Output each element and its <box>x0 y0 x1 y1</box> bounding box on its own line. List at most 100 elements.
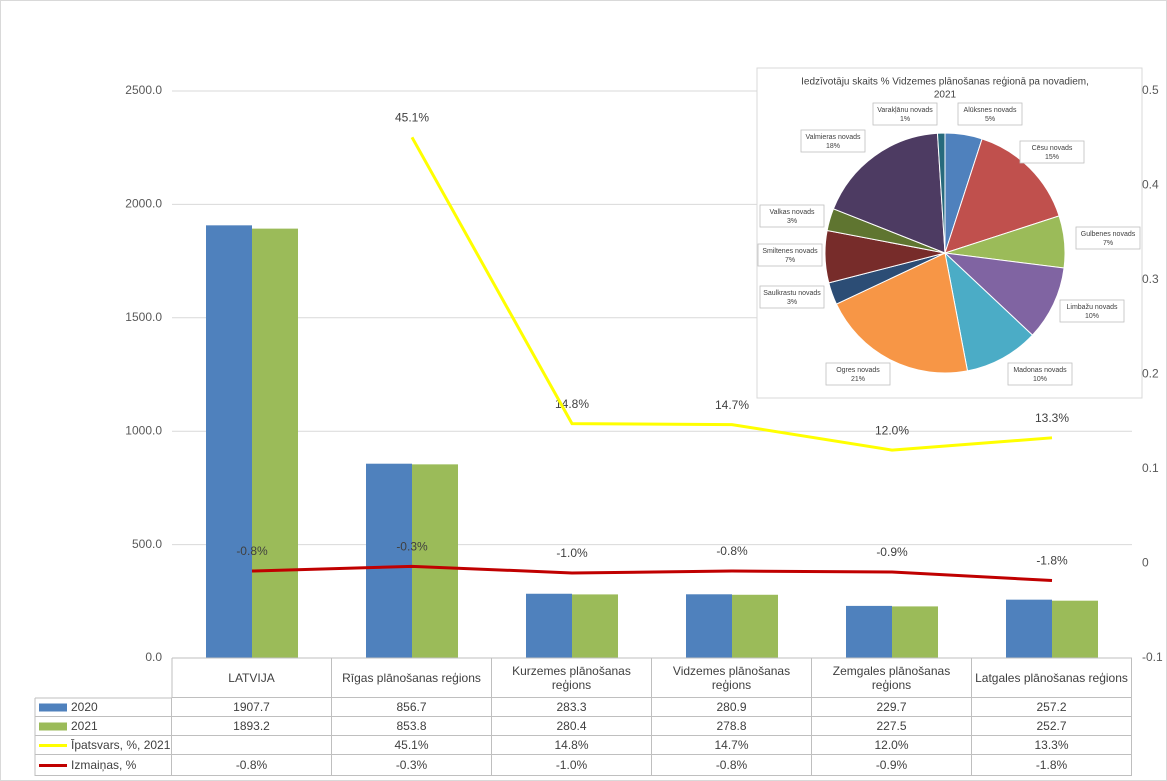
data-label: 14.7% <box>715 398 749 412</box>
pie-value-label: 1% <box>900 116 910 123</box>
line <box>410 136 1053 452</box>
data-label: 45.1% <box>395 110 429 124</box>
pie-label-box <box>1019 140 1085 164</box>
legend-label: Izmaiņas, % <box>35 755 172 776</box>
bar <box>366 463 412 658</box>
table-cell: 45.1% <box>332 736 492 755</box>
data-label: -1.0% <box>556 546 588 560</box>
table-cell: 278.8 <box>652 717 812 736</box>
table-cell: 14.8% <box>492 736 652 755</box>
line <box>251 564 1053 583</box>
table-cell: 229.7 <box>812 698 972 717</box>
table-cell: -1.0% <box>492 755 652 776</box>
table-cell: 13.3% <box>972 736 1132 755</box>
pie-value-label: 21% <box>851 376 865 383</box>
bar <box>1052 600 1098 658</box>
table-cell: 283.3 <box>492 698 652 717</box>
data-label: -0.8% <box>716 544 748 558</box>
x-tick-label: LATVIJA <box>172 658 332 698</box>
pie-slice <box>944 251 1034 372</box>
y-tick-label: 0.0 <box>145 650 162 664</box>
pie-label: Ogres novads <box>836 367 880 374</box>
pie-label: Valmieras novads <box>805 134 861 141</box>
pie-label-box <box>1007 362 1073 386</box>
y2-tick-label: 0.1 <box>1142 461 1159 475</box>
pie-value-label: 7% <box>785 257 795 264</box>
legend-label: 2021 <box>35 717 172 736</box>
bar <box>206 225 252 659</box>
pie-label-box <box>1059 299 1125 323</box>
pie-label: Varakļānu novads <box>877 107 933 114</box>
pie-label-box <box>872 102 938 126</box>
y-tick-label: 2500.0 <box>125 83 162 97</box>
legend-label: Īpatsvars, %, 2021 <box>35 736 172 755</box>
table-cell: 856.7 <box>332 698 492 717</box>
legend-label: 2020 <box>35 698 172 717</box>
table-cell: 12.0% <box>812 736 972 755</box>
pie-label-box <box>800 129 866 153</box>
bar <box>1006 599 1052 658</box>
pie-label: Smiltenes novads <box>762 248 818 255</box>
table-cell: 14.7% <box>652 736 812 755</box>
x-tick-label: Latgales plānošanas reģions <box>972 658 1132 698</box>
pie-label-box <box>759 204 825 228</box>
y2-tick-label: 0.3 <box>1142 272 1159 286</box>
pie-slice <box>832 132 946 254</box>
pie-label: Alūksnes novads <box>964 107 1017 114</box>
y2-tick-label: -0.1 <box>1142 650 1163 664</box>
pie-value-label: 3% <box>787 299 797 306</box>
table-cell: -0.8% <box>172 755 332 776</box>
table-cell: 1907.7 <box>172 698 332 717</box>
pie-value-label: 10% <box>1033 376 1047 383</box>
data-label: -0.8% <box>236 544 268 558</box>
table-cell <box>172 736 332 755</box>
x-tick-label: Vidzemes plānošanas reģions <box>652 658 812 698</box>
bar <box>846 605 892 658</box>
y-tick-label: 500.0 <box>132 537 162 551</box>
table-cell: 280.4 <box>492 717 652 736</box>
table-cell: 252.7 <box>972 717 1132 736</box>
pie-label: Madonas novads <box>1013 367 1067 374</box>
pie-label-box <box>957 102 1023 126</box>
pie-label-box <box>757 243 823 267</box>
data-label: -1.8% <box>1036 554 1068 568</box>
table-cell: -1.8% <box>972 755 1132 776</box>
legend-key <box>39 722 67 731</box>
table-cell: 257.2 <box>972 698 1132 717</box>
y2-tick-label: 0.2 <box>1142 367 1159 381</box>
pie-slice <box>944 138 1060 254</box>
pie-label: Limbažu novads <box>1067 304 1118 311</box>
pie-slice <box>936 132 946 254</box>
y-tick-label: 1500.0 <box>125 310 162 324</box>
data-label: 12.0% <box>875 423 909 437</box>
table-cell: -0.3% <box>332 755 492 776</box>
bar <box>412 464 458 658</box>
x-tick-label: Zemgales plānošanas reģions <box>812 658 972 698</box>
y-tick-label: 1000.0 <box>125 423 162 437</box>
table-cell: 853.8 <box>332 717 492 736</box>
pie-label-box <box>759 285 825 309</box>
y2-tick-label: 0.5 <box>1142 83 1159 97</box>
bar <box>686 594 732 658</box>
table-cell: 280.9 <box>652 698 812 717</box>
pie-value-label: 5% <box>985 116 995 123</box>
y2-tick-label: 0 <box>1142 556 1149 570</box>
y2-tick-label: 0.4 <box>1142 178 1159 192</box>
table-cell: 1893.2 <box>172 717 332 736</box>
bar <box>732 594 778 658</box>
pie-slice <box>943 252 1065 336</box>
x-tick-label: Rīgas plānošanas reģions <box>332 658 492 698</box>
pie-label: Saulkrastu novads <box>763 290 821 297</box>
pie-value-label: 7% <box>1103 240 1113 247</box>
bar <box>526 593 572 658</box>
table-cell: -0.9% <box>812 755 972 776</box>
legend-key <box>39 703 67 712</box>
pie-label: Gulbenes novads <box>1081 231 1136 238</box>
pie-label: Cēsu novads <box>1032 145 1073 152</box>
y-tick-label: 2000.0 <box>125 197 162 211</box>
table-cell: 227.5 <box>812 717 972 736</box>
bar <box>572 594 618 658</box>
pie-value-label: 10% <box>1085 313 1099 320</box>
